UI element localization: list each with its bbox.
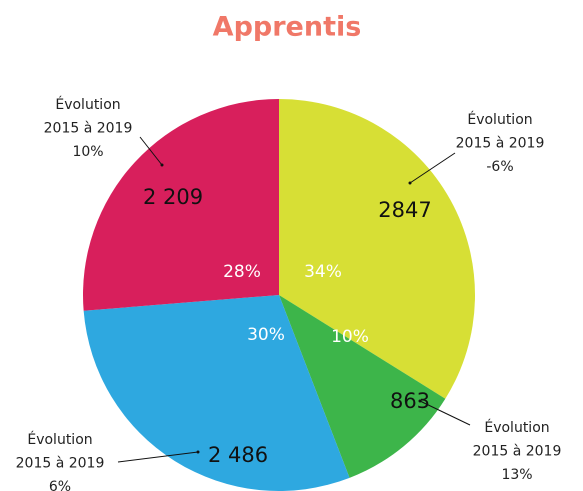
pie-slice (279, 295, 446, 478)
percent-label: 30% (247, 325, 285, 345)
leader-dot (196, 450, 200, 454)
annotation: 2015 à 2019 (16, 456, 105, 472)
pie-slice (279, 99, 475, 399)
annotation: -6% (486, 159, 513, 175)
pie-slice (83, 99, 279, 311)
leader-dot (408, 181, 412, 185)
chart-title: Apprentis (213, 12, 362, 43)
annotation: 2015 à 2019 (473, 444, 562, 460)
annotation: Évolution (467, 111, 532, 128)
count-label: 2 486 (208, 443, 268, 467)
percent-label: 10% (331, 327, 369, 347)
percent-label: 34% (304, 262, 342, 282)
leader-line (117, 451, 199, 463)
leader-line (419, 400, 471, 426)
annotation: Évolution (484, 419, 549, 436)
annotation: Évolution (55, 96, 120, 113)
percent-label: 28% (223, 262, 261, 282)
pie (83, 99, 475, 491)
leader-dot (418, 399, 422, 403)
annotation: 2015 à 2019 (44, 121, 133, 137)
count-label: 2 209 (143, 185, 203, 209)
count-label: 863 (390, 389, 430, 413)
count-label: 2847 (378, 198, 431, 222)
pie-slice (83, 295, 350, 491)
annotation: 10% (72, 144, 103, 160)
annotation: Évolution (27, 431, 92, 448)
leader-line (409, 152, 456, 184)
leader-dot (160, 163, 164, 167)
leader-line (139, 136, 163, 166)
annotation: 2015 à 2019 (456, 136, 545, 152)
annotation: 13% (501, 467, 532, 483)
annotation: 6% (49, 479, 71, 491)
